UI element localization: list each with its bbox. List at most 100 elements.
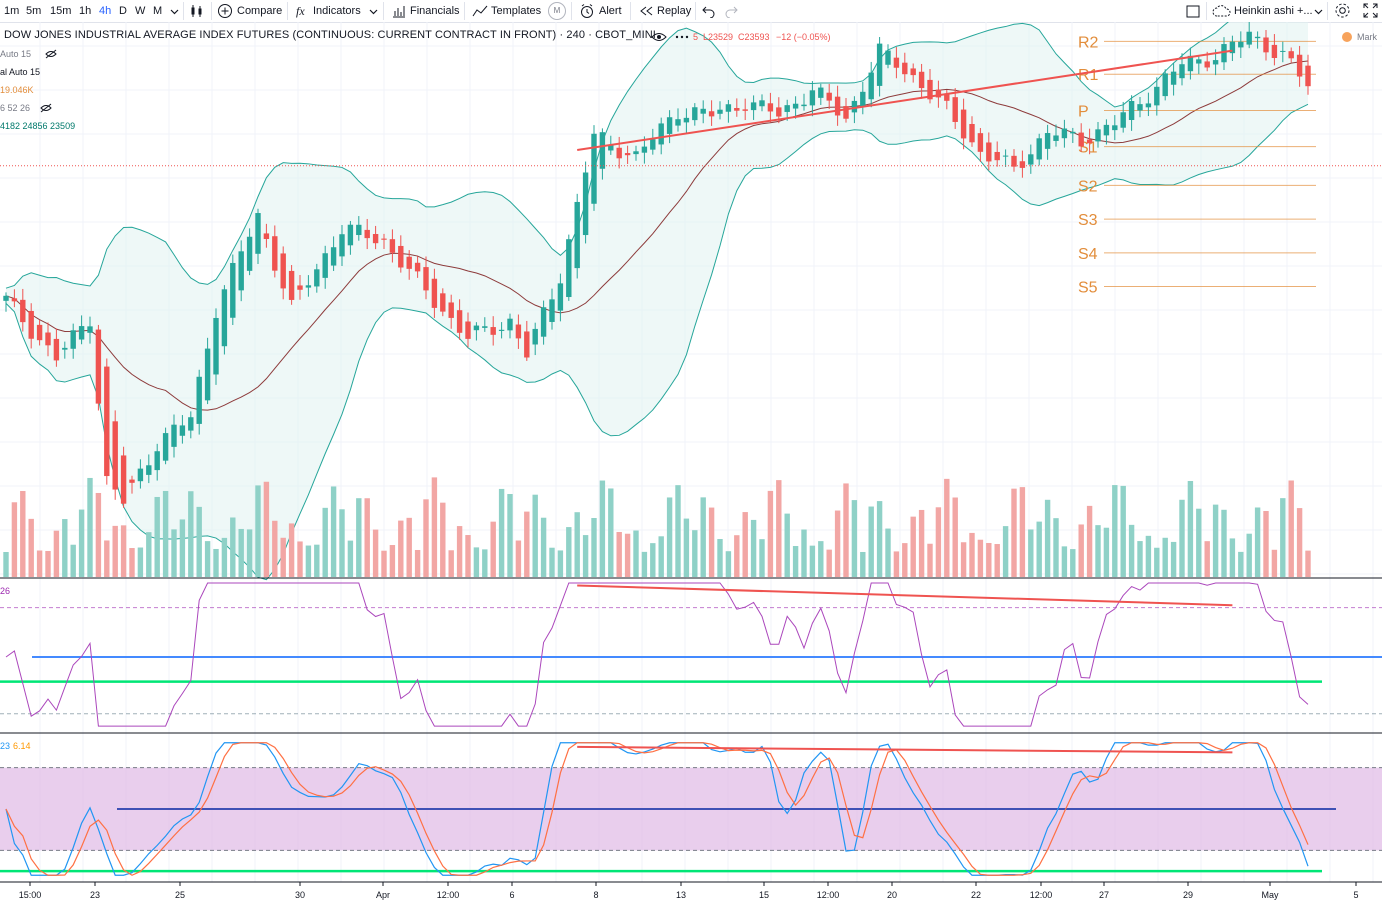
templates-icon[interactable] xyxy=(472,4,488,18)
indicators-button[interactable]: Indicators xyxy=(313,5,361,17)
time-label: 13 xyxy=(676,890,686,900)
time-label: 25 xyxy=(175,890,185,900)
interval-1m[interactable]: 1m xyxy=(4,5,20,17)
candle-body xyxy=(1305,65,1311,87)
candle-body xyxy=(1044,133,1051,149)
chevron-down-icon[interactable] xyxy=(1314,7,1323,16)
financials-button[interactable]: Financials xyxy=(410,5,460,17)
fullscreen-icon[interactable] xyxy=(1363,3,1378,18)
interval-1h[interactable]: 1h xyxy=(79,5,92,17)
candle-body xyxy=(1221,44,1227,63)
candle-body xyxy=(431,278,438,308)
volume-bar xyxy=(1204,541,1210,577)
cloud-icon[interactable] xyxy=(1212,4,1232,18)
eye-icon[interactable] xyxy=(651,31,667,43)
chart-type-selector[interactable]: Heinkin ashi +... xyxy=(1234,5,1313,17)
time-label: 27 xyxy=(1099,890,1109,900)
candle-body xyxy=(557,283,564,311)
alert-button[interactable]: Alert xyxy=(599,5,622,17)
candle-body xyxy=(608,145,614,151)
alert-clock-icon[interactable] xyxy=(579,3,595,19)
symbol-title: DOW JONES INDUSTRIAL AVERAGE INDEX FUTUR… xyxy=(4,29,656,41)
chevron-down-icon[interactable] xyxy=(170,7,179,16)
time-label: 22 xyxy=(971,890,981,900)
replay-button[interactable]: Replay xyxy=(657,5,692,17)
financials-icon[interactable] xyxy=(392,4,406,18)
time-label: 30 xyxy=(295,890,305,900)
volume-bar xyxy=(288,523,295,577)
gear-icon[interactable] xyxy=(1334,2,1351,19)
redo-icon[interactable] xyxy=(724,4,738,18)
candle-body xyxy=(36,324,43,341)
interval-4h[interactable]: 4h xyxy=(99,5,112,17)
volume-bar xyxy=(87,477,93,577)
candle-body xyxy=(1154,86,1160,106)
volume-bar xyxy=(1238,551,1244,577)
interval-d[interactable]: D xyxy=(119,5,127,17)
interval-w[interactable]: W xyxy=(135,5,146,17)
volume-bar xyxy=(330,486,337,577)
volume-bar xyxy=(608,488,614,577)
volume-bar xyxy=(398,520,404,577)
volume-bar xyxy=(1162,537,1168,577)
volume-bar xyxy=(910,516,916,577)
candle-body xyxy=(582,172,589,236)
candle-body xyxy=(591,133,597,204)
hidden-eye-icon[interactable] xyxy=(45,49,57,59)
volume-bar xyxy=(473,547,480,577)
volume-bar xyxy=(591,518,597,577)
volume-bar xyxy=(717,539,723,577)
volume-bar xyxy=(1053,518,1059,577)
candle-body xyxy=(154,451,160,471)
hidden-eye-icon[interactable] xyxy=(40,103,52,113)
volume-bar xyxy=(339,509,345,577)
volume-bar xyxy=(902,543,908,577)
volume-bar xyxy=(120,525,127,577)
volume-bar xyxy=(154,496,160,577)
indicators-fx-icon[interactable]: fx xyxy=(295,3,309,19)
candle-body xyxy=(272,236,278,271)
undo-icon[interactable] xyxy=(702,4,716,18)
candle-body xyxy=(414,262,421,272)
candle-body xyxy=(482,326,488,328)
more-dots-icon[interactable] xyxy=(675,34,689,40)
interval-m[interactable]: M xyxy=(153,5,163,17)
volume-bar xyxy=(599,480,606,577)
volume-bar xyxy=(969,532,975,577)
volume-bar xyxy=(801,529,807,577)
candle-body xyxy=(742,109,748,111)
volume-bar xyxy=(692,530,698,577)
candle-body xyxy=(826,92,832,101)
volume-bar xyxy=(1095,525,1101,577)
interval-5m[interactable]: 5m xyxy=(26,5,42,17)
candle-body xyxy=(398,245,404,268)
volume-bar xyxy=(1011,488,1017,577)
interval-15m[interactable]: 15m xyxy=(50,5,72,17)
candle-body xyxy=(356,224,362,236)
replay-icon[interactable] xyxy=(638,5,654,17)
candle-body xyxy=(1061,128,1068,139)
volume-bar xyxy=(641,551,648,577)
candle-body xyxy=(1254,36,1261,39)
candle-body xyxy=(1028,154,1034,165)
candle-body xyxy=(792,103,799,109)
volume-bar xyxy=(616,531,622,577)
candles-icon[interactable] xyxy=(189,3,205,19)
pivot-label-p: P xyxy=(1078,103,1089,120)
compare-plus-icon[interactable] xyxy=(217,3,233,19)
templates-button[interactable]: Templates xyxy=(491,5,542,17)
volume-bar xyxy=(255,485,261,577)
volume-bar xyxy=(826,549,832,577)
chevron-down-icon[interactable] xyxy=(369,7,378,16)
candle-body xyxy=(330,247,337,266)
candle-body xyxy=(246,236,253,271)
compare-button[interactable]: Compare xyxy=(237,5,283,17)
candle-body xyxy=(599,132,606,169)
fullscreen-rect-icon[interactable] xyxy=(1185,3,1201,19)
candle-body xyxy=(288,270,295,300)
volume-bar xyxy=(1061,546,1068,577)
candle-body xyxy=(473,325,480,331)
volume-bar xyxy=(1137,541,1143,577)
candle-body xyxy=(767,103,774,112)
